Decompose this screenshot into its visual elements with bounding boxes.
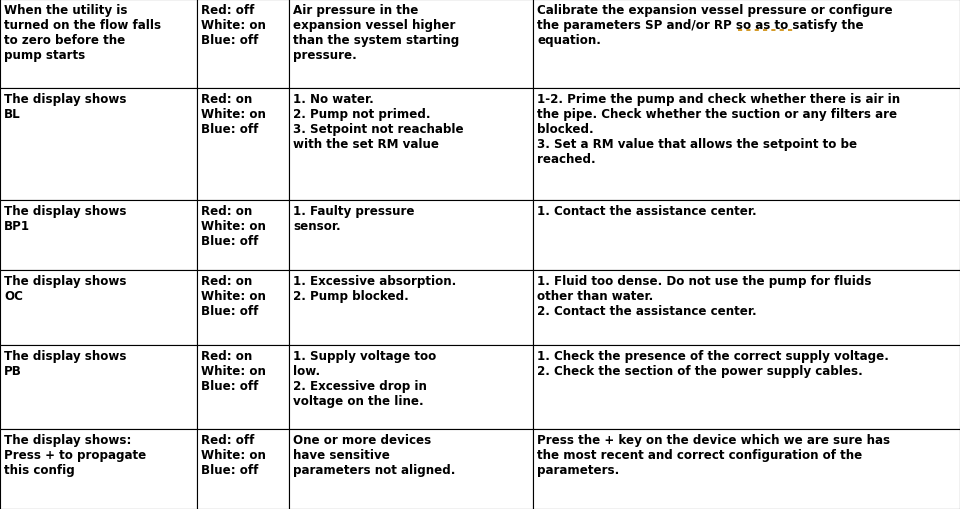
Text: 1. No water.
2. Pump not primed.
3. Setpoint not reachable
with the set RM value: 1. No water. 2. Pump not primed. 3. Setp… — [293, 93, 464, 151]
Text: Red: off
White: on
Blue: off: Red: off White: on Blue: off — [201, 4, 266, 47]
Bar — [289, 271, 533, 346]
Bar — [289, 430, 533, 509]
Bar — [0, 346, 197, 430]
Bar — [0, 271, 197, 346]
Bar — [0, 0, 197, 89]
Text: One or more devices
have sensitive
parameters not aligned.: One or more devices have sensitive param… — [293, 434, 455, 476]
Text: The display shows
BL: The display shows BL — [4, 93, 127, 121]
Bar — [289, 89, 533, 201]
Text: Red: off
White: on
Blue: off: Red: off White: on Blue: off — [201, 434, 266, 476]
Text: 1. Fluid too dense. Do not use the pump for fluids
other than water.
2. Contact : 1. Fluid too dense. Do not use the pump … — [537, 275, 872, 318]
Text: Press the + key on the device which we are sure has
the most recent and correct : Press the + key on the device which we a… — [537, 434, 890, 476]
Text: Calibrate the expansion vessel pressure or configure
the parameters SP and/or RP: Calibrate the expansion vessel pressure … — [537, 4, 893, 47]
Text: 1. Faulty pressure
sensor.: 1. Faulty pressure sensor. — [293, 205, 415, 233]
Text: 1. Check the presence of the correct supply voltage.
2. Check the section of the: 1. Check the presence of the correct sup… — [537, 350, 889, 378]
Text: The display shows
OC: The display shows OC — [4, 275, 127, 303]
Bar — [197, 346, 289, 430]
Bar — [197, 89, 289, 201]
Bar — [197, 430, 289, 509]
Bar — [197, 201, 289, 271]
Text: 1. Supply voltage too
low.
2. Excessive drop in
voltage on the line.: 1. Supply voltage too low. 2. Excessive … — [293, 350, 436, 407]
Text: 1-2. Prime the pump and check whether there is air in
the pipe. Check whether th: 1-2. Prime the pump and check whether th… — [537, 93, 900, 165]
Text: Red: on
White: on
Blue: off: Red: on White: on Blue: off — [201, 350, 266, 392]
Bar — [0, 201, 197, 271]
Text: Air pressure in the
expansion vessel higher
than the system starting
pressure.: Air pressure in the expansion vessel hig… — [293, 4, 459, 62]
Bar — [289, 0, 533, 89]
Bar — [0, 89, 197, 201]
Bar — [289, 201, 533, 271]
Text: When the utility is
turned on the flow falls
to zero before the
pump starts: When the utility is turned on the flow f… — [4, 4, 161, 62]
Bar — [533, 0, 960, 89]
Text: 1. Excessive absorption.
2. Pump blocked.: 1. Excessive absorption. 2. Pump blocked… — [293, 275, 456, 303]
Bar — [533, 271, 960, 346]
Text: Red: on
White: on
Blue: off: Red: on White: on Blue: off — [201, 93, 266, 135]
Bar — [533, 430, 960, 509]
Text: Red: on
White: on
Blue: off: Red: on White: on Blue: off — [201, 205, 266, 248]
Text: Red: on
White: on
Blue: off: Red: on White: on Blue: off — [201, 275, 266, 318]
Bar — [533, 201, 960, 271]
Bar — [197, 0, 289, 89]
Text: 1. Contact the assistance center.: 1. Contact the assistance center. — [537, 205, 756, 218]
Text: The display shows:
Press + to propagate
this config: The display shows: Press + to propagate … — [4, 434, 146, 476]
Text: The display shows
PB: The display shows PB — [4, 350, 127, 378]
Text: The display shows
BP1: The display shows BP1 — [4, 205, 127, 233]
Bar — [197, 271, 289, 346]
Bar — [289, 346, 533, 430]
Bar — [533, 346, 960, 430]
Bar — [533, 89, 960, 201]
Bar — [0, 430, 197, 509]
